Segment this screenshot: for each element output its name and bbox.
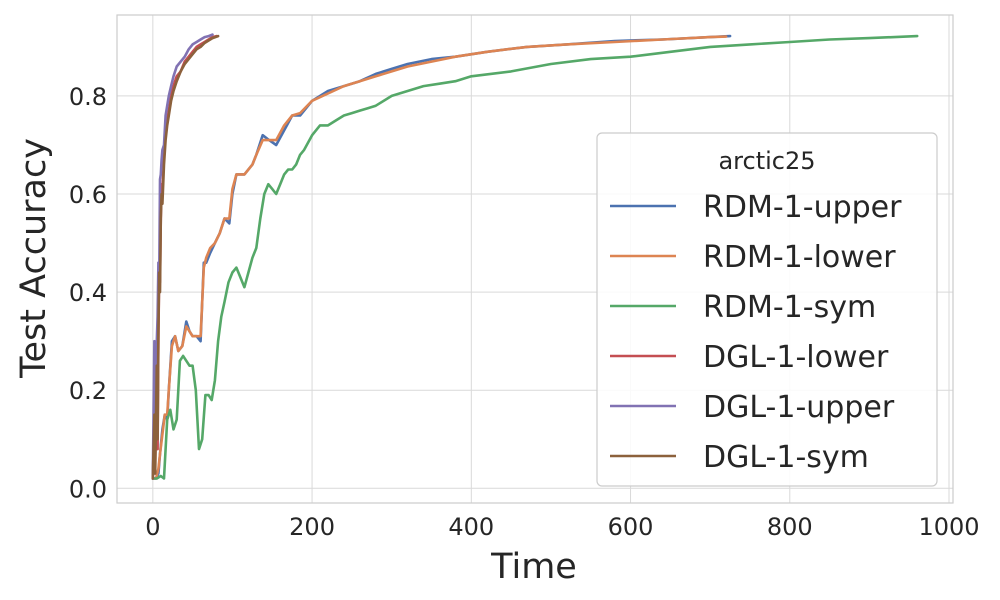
x-axis-label: Time: [490, 547, 577, 587]
legend-label: DGL-1-lower: [703, 340, 889, 375]
legend-label: DGL-1-sym: [703, 440, 869, 475]
x-tick-label: 200: [289, 513, 335, 541]
legend-label: RDM-1-upper: [703, 190, 902, 225]
y-axis-label: Test Accuracy: [14, 138, 54, 379]
x-tick-label: 600: [608, 513, 654, 541]
series-line-rdm-1-lower: [151, 35, 728, 480]
y-tick-label: 0.8: [69, 83, 107, 111]
series-line-dgl-1-sym: [151, 34, 220, 480]
legend-label: DGL-1-upper: [703, 390, 895, 425]
x-tick-label: 1000: [918, 513, 979, 541]
series-line-rdm-1-sym: [151, 34, 919, 480]
legend-box: [596, 132, 938, 487]
x-tick-label: 800: [767, 513, 813, 541]
y-tick-label: 0.0: [69, 475, 107, 503]
legend-entries: RDM-1-upper RDM-1-lower RDM-1-sym DGL-1-low…: [610, 190, 902, 475]
y-tick-label: 0.4: [69, 279, 107, 307]
series-lines: [151, 33, 919, 480]
x-tick-label: 400: [448, 513, 494, 541]
legend-label: RDM-1-sym: [703, 290, 876, 325]
y-tick-label: 0.2: [69, 377, 107, 405]
legend-label: RDM-1-lower: [703, 240, 896, 275]
legend: arctic25 RDM-1-upper RDM-1-lower RDM-1-sym…: [596, 132, 938, 487]
legend-title: arctic25: [718, 147, 815, 175]
plot-frame: [116, 14, 954, 504]
tick-labels: 0 200 400 600 800 1000 0.0 0.2 0.4 0.6 0.8: [69, 83, 980, 541]
y-tick-label: 0.6: [69, 181, 107, 209]
x-tick-label: 0: [145, 513, 160, 541]
